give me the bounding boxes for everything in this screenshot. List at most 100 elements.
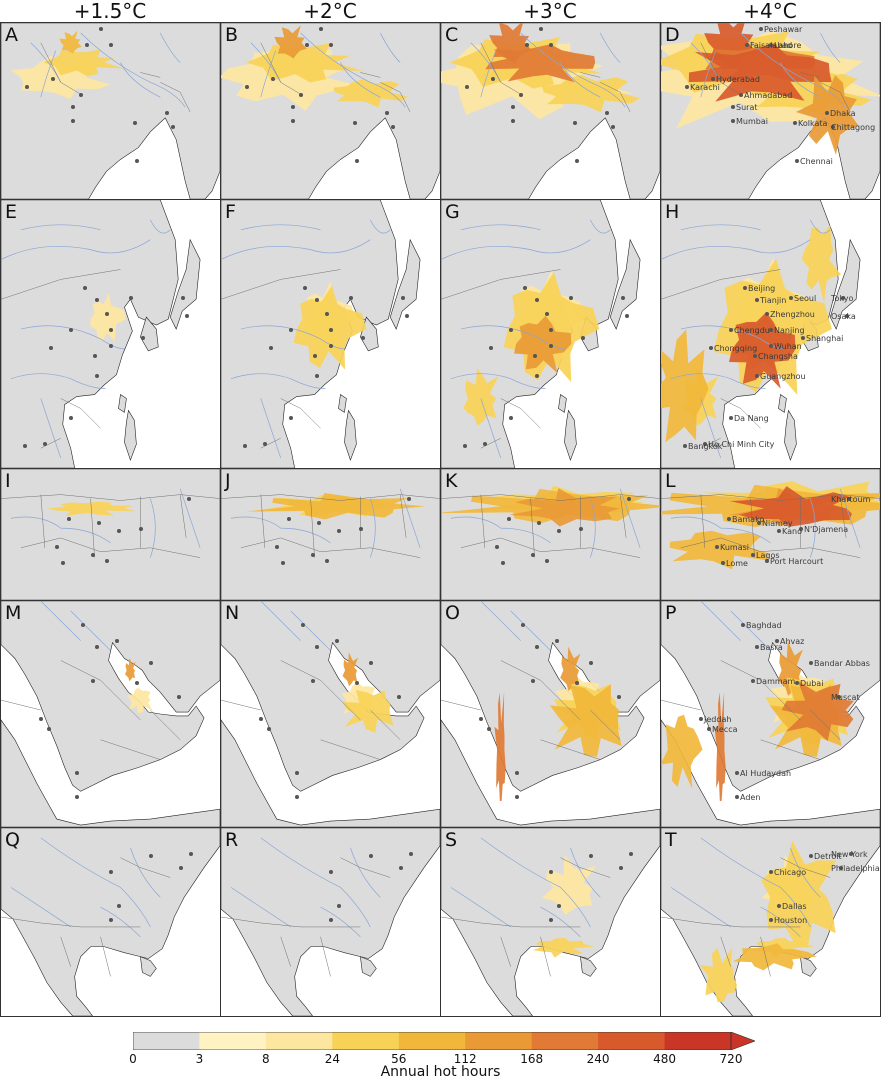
- map-panel-n: N: [220, 600, 441, 828]
- city-marker: [97, 521, 101, 525]
- map-south-asia: [1, 23, 220, 199]
- city-marker: [185, 314, 189, 318]
- border-line: [441, 699, 481, 711]
- border-line: [20, 537, 201, 558]
- river-line: [10, 516, 111, 544]
- city-marker: [23, 444, 27, 448]
- city-marker: [91, 679, 95, 683]
- city-marker: [99, 27, 103, 31]
- city-marker: [557, 529, 561, 533]
- city-marker: [487, 727, 491, 731]
- city-marker: [109, 344, 113, 348]
- border-line: [1, 916, 141, 928]
- city-marker: [501, 561, 505, 565]
- river-line: [230, 373, 326, 389]
- city-marker: [289, 416, 293, 420]
- map-west-africa: [441, 469, 660, 600]
- city-marker: [325, 312, 329, 316]
- city-label: Chengdu: [734, 326, 770, 335]
- border-line: [140, 72, 161, 78]
- river-line: [450, 887, 511, 928]
- city-marker: [741, 623, 745, 627]
- panel-label: D: [665, 24, 680, 46]
- border-line: [720, 936, 731, 967]
- city-marker: [353, 121, 357, 125]
- city-marker: [149, 854, 153, 858]
- city-label: Seoul: [794, 294, 817, 303]
- border-line: [500, 398, 541, 429]
- city-marker: [109, 918, 113, 922]
- city-marker: [619, 866, 623, 870]
- map-south-asia: [221, 23, 440, 199]
- city-marker: [369, 854, 373, 858]
- map-panel-q: Q: [0, 827, 221, 1017]
- river-line: [179, 488, 201, 548]
- land-area: [221, 601, 440, 792]
- city-label: Dubai: [800, 679, 824, 688]
- border-line: [221, 916, 361, 928]
- border-line: [280, 936, 291, 967]
- city-marker: [589, 661, 593, 665]
- city-label: Changsha: [758, 352, 798, 361]
- panel-label: J: [225, 470, 231, 492]
- city-label: Karachi: [690, 83, 720, 92]
- map-south-asia: [661, 23, 880, 199]
- city-marker: [407, 497, 411, 501]
- river-line: [670, 516, 771, 544]
- panel-label: G: [445, 201, 460, 223]
- land-area: [338, 394, 347, 413]
- border-line: [90, 498, 95, 558]
- city-label: Shanghai: [806, 334, 844, 343]
- heat-region: [342, 689, 394, 733]
- border-line: [120, 857, 141, 868]
- border-line: [40, 438, 61, 449]
- border-line: [100, 739, 161, 760]
- river-line: [670, 887, 731, 928]
- river-line: [700, 837, 811, 928]
- border-line: [720, 660, 801, 721]
- city-label: Peshawar: [764, 25, 803, 34]
- city-label: Chongqing: [714, 344, 758, 353]
- city-marker: [135, 681, 139, 685]
- map-panel-a: A: [0, 22, 221, 200]
- city-marker: [39, 717, 43, 721]
- river-line: [10, 887, 71, 928]
- city-label: New York: [831, 850, 868, 859]
- city-label: Osaka: [831, 312, 856, 321]
- city-marker: [301, 623, 305, 627]
- city-marker: [751, 679, 755, 683]
- border-line: [600, 82, 631, 113]
- border-line: [680, 537, 861, 558]
- city-label: Houston: [774, 916, 808, 925]
- city-label: Mecca: [712, 725, 738, 734]
- city-marker: [745, 43, 749, 47]
- river-line: [450, 373, 546, 389]
- colorbar-segment: [664, 1032, 732, 1050]
- river-line: [240, 224, 321, 231]
- city-marker: [483, 442, 487, 446]
- map-north-america: [661, 828, 880, 1016]
- river-line: [40, 50, 57, 98]
- land-area: [221, 469, 440, 600]
- river-line: [370, 219, 391, 234]
- border-line: [240, 537, 421, 558]
- city-marker: [95, 645, 99, 649]
- border-line: [580, 867, 611, 878]
- river-line: [809, 498, 816, 558]
- map-panel-b: B: [220, 22, 441, 200]
- border-line: [370, 709, 401, 740]
- city-marker: [507, 517, 511, 521]
- city-label: Beijing: [748, 284, 776, 293]
- city-marker: [769, 870, 773, 874]
- heat-region: [245, 493, 425, 520]
- river-line: [350, 847, 381, 898]
- city-marker: [489, 346, 493, 350]
- panel-label: M: [5, 602, 22, 624]
- city-marker: [385, 111, 389, 115]
- border-line: [280, 660, 361, 721]
- city-marker: [181, 296, 185, 300]
- colorbar-title: Annual hot hours: [380, 1064, 501, 1080]
- land-area: [609, 238, 641, 330]
- city-marker: [75, 771, 79, 775]
- colorbar-tick-label: 168: [520, 1052, 544, 1066]
